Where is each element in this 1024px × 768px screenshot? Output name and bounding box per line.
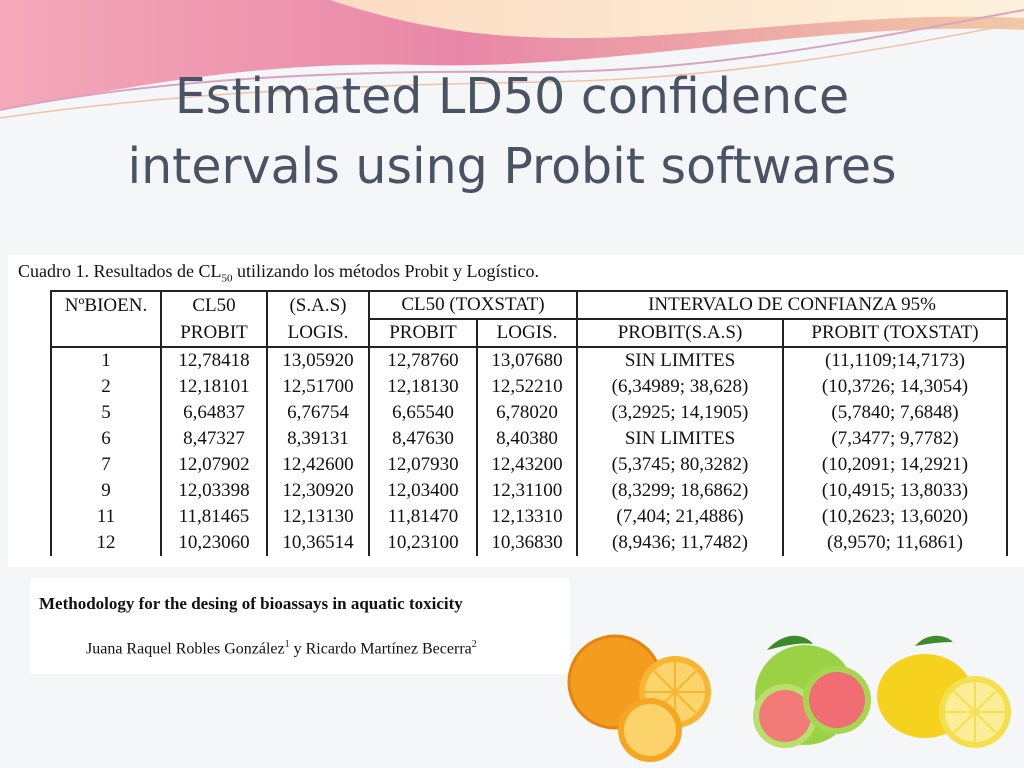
table-cell: 6 (50, 426, 162, 452)
table-cell: 1 (50, 347, 162, 374)
table-cell: 12,18101 (161, 374, 268, 400)
table-cell: 11,81465 (161, 504, 268, 530)
header-wave-decoration (0, 0, 1024, 119)
header-cell: CL50 (161, 290, 268, 319)
table-cell: 12,43200 (477, 452, 578, 478)
table-cell: 7 (50, 452, 162, 478)
table-cell: (7,404; 21,4886) (577, 504, 784, 530)
table-cell: 8,47630 (369, 426, 478, 452)
table-cell: 12 (50, 530, 162, 556)
table-row: 1 12,78418 13,05920 12,78760 13,07680 SIN LIM… (50, 347, 1008, 374)
table-cell: 12,51700 (267, 374, 370, 400)
table-cell: 12,18130 (369, 374, 478, 400)
table-cell: 12,03398 (161, 478, 268, 504)
table-row: 5 6,64837 6,76754 6,65540 6,78020 (3,2925; 14… (50, 400, 1008, 426)
table-cell: (7,3477; 9,7782) (783, 426, 1008, 452)
table-cell: 6,64837 (161, 400, 268, 426)
table-row: 9 12,03398 12,30920 12,03400 12,31100 (8,3299… (50, 478, 1008, 504)
table-cell: 11,81470 (369, 504, 478, 530)
citrus-fruits-image (567, 634, 1011, 762)
table-cell: SIN LIMITES (577, 347, 784, 374)
table-body: 1 12,78418 13,05920 12,78760 13,07680 SIN LIM… (50, 347, 1008, 556)
table-header-row: PROBIT LOGIS. PROBIT LOGIS. PROBIT(S.A.S… (50, 319, 1008, 348)
table-cell: (6,34989; 38,628) (577, 374, 784, 400)
table-cell: 8,47327 (161, 426, 268, 452)
lemon-icon (877, 635, 1011, 748)
table-cell: (8,9436; 11,7482) (577, 530, 784, 556)
table-cell: 6,78020 (477, 400, 578, 426)
header-cell: LOGIS. (267, 319, 370, 348)
table-cell: SIN LIMITES (577, 426, 784, 452)
table-cell: 12,07902 (161, 452, 268, 478)
table-cell: 13,07680 (477, 347, 578, 374)
table-cell: 8,40380 (477, 426, 578, 452)
table-cell: 10,36514 (267, 530, 370, 556)
table-cell: (11,1109;14,7173) (783, 347, 1008, 374)
table-cell: 10,23060 (161, 530, 268, 556)
table-cell: 12,42600 (267, 452, 370, 478)
table-cell: 9 (50, 478, 162, 504)
table-cell: 11 (50, 504, 162, 530)
slide-title-line1: Estimated LD50 confidence (174, 68, 850, 125)
header-cell: CL50 (TOXSTAT) (369, 290, 578, 320)
table-cell: (3,2925; 14,1905) (577, 400, 784, 426)
table-cell: (10,4915; 13,8033) (783, 478, 1008, 504)
table-cell: 12,13310 (477, 504, 578, 530)
table-row: 12 10,23060 10,36514 10,23100 10,36830 (8,943… (50, 530, 1008, 556)
table-caption: Cuadro 1. Resultados de CL50 utilizando … (18, 261, 539, 285)
table-cell: 6,65540 (369, 400, 478, 426)
header-cell: NºBIOEN. (50, 290, 162, 319)
grapefruit-icon (753, 635, 871, 748)
header-cell: LOGIS. (477, 319, 578, 348)
table-cell: (5,3745; 80,3282) (577, 452, 784, 478)
results-table: NºBIOEN. CL50 (S.A.S) CL50 (TOXSTAT) INT… (50, 290, 1008, 556)
header-cell: PROBIT (369, 319, 478, 348)
header-cell: (S.A.S) (267, 290, 370, 319)
table-cell: 10,23100 (369, 530, 478, 556)
slide-title-line2: intervals using Probit softwares (127, 138, 897, 195)
header-cell: PROBIT (161, 319, 268, 348)
table-cell: 12,78418 (161, 347, 268, 374)
table-cell: (10,3726; 14,3054) (783, 374, 1008, 400)
header-cell: INTERVALO DE CONFIANZA 95% (577, 290, 1008, 320)
header-cell (50, 319, 162, 348)
header-cell: PROBIT(S.A.S) (577, 319, 784, 348)
table-cell: 12,78760 (369, 347, 478, 374)
table-cell: 8,39131 (267, 426, 370, 452)
table-cell: (5,7840; 7,6848) (783, 400, 1008, 426)
table-cell: (8,3299; 18,6862) (577, 478, 784, 504)
table-row: 2 12,18101 12,51700 12,18130 12,52210 (6,3498… (50, 374, 1008, 400)
paper-title: Methodology for the desing of bioassays … (39, 594, 463, 613)
table-cell: 12,03400 (369, 478, 478, 504)
table-row: 6 8,47327 8,39131 8,47630 8,40380 SIN LIMITES… (50, 426, 1008, 452)
table-cell: 10,36830 (477, 530, 578, 556)
table-header-row: NºBIOEN. CL50 (S.A.S) CL50 (TOXSTAT) INT… (50, 290, 1008, 320)
table-cell: 12,07930 (369, 452, 478, 478)
table-cell: 12,13130 (267, 504, 370, 530)
table-cell: 2 (50, 374, 162, 400)
table-cell: 5 (50, 400, 162, 426)
table-row: 7 12,07902 12,42600 12,07930 12,43200 (5,3745… (50, 452, 1008, 478)
table-cell: 6,76754 (267, 400, 370, 426)
header-cell: PROBIT (TOXSTAT) (783, 319, 1008, 348)
results-table-image: Cuadro 1. Resultados de CL50 utilizando … (8, 255, 1024, 567)
table-cell: (10,2623; 13,6020) (783, 504, 1008, 530)
table-cell: (10,2091; 14,2921) (783, 452, 1008, 478)
table-cell: 12,30920 (267, 478, 370, 504)
table-cell: (8,9570; 11,6861) (783, 530, 1008, 556)
paper-authors: Juana Raquel Robles González1 y Ricardo … (86, 639, 477, 658)
table-cell: 13,05920 (267, 347, 370, 374)
table-row: 11 11,81465 12,13130 11,81470 12,13310 (7,404… (50, 504, 1008, 530)
paper-reference-image: Methodology for the desing of bioassays … (30, 578, 570, 674)
slide-title: Estimated LD50 confidence intervals usin… (0, 62, 1024, 202)
table-cell: 12,31100 (477, 478, 578, 504)
orange-icon (567, 634, 711, 762)
table-cell: 12,52210 (477, 374, 578, 400)
